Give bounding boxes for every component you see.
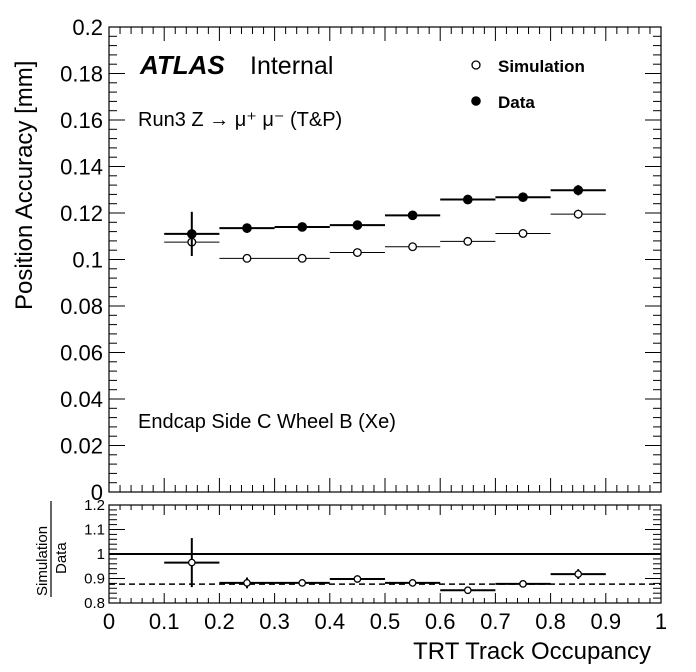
legend-data-label: Data: [498, 93, 535, 112]
ratio-y-tick-label: 1.1: [84, 522, 105, 539]
ratio-point: [187, 558, 196, 567]
simulation-point: [297, 253, 307, 263]
main-y-tick-label: 0.1: [72, 248, 103, 273]
ratio-y-tick-label: 1.2: [84, 497, 105, 514]
legend: Simulation Data: [471, 57, 585, 112]
ratio-y-axis-title: Simulation Data: [34, 501, 70, 597]
ratio-point: [243, 579, 251, 587]
x-tick-label: 0: [103, 609, 115, 634]
data-point: [518, 192, 528, 203]
legend-data-marker: [471, 96, 481, 106]
main-y-tick-label: 0.02: [60, 434, 103, 459]
simulation-point: [573, 209, 583, 219]
process-label: Run3 Z → μ⁺ μ⁻ (T&P): [138, 109, 342, 131]
simulation-point: [408, 242, 418, 252]
simulation-point: [463, 236, 473, 246]
ratio-y-tick-labels: 0.8 0.9 1 1.1 1.2: [84, 497, 105, 612]
x-tick-label: 1: [655, 609, 667, 634]
main-y-tick-labels: 0 0.02 0.04 0.06 0.08 0.1 0.12 0.14 0.16 0.18 0.2: [60, 15, 103, 505]
simulation-point: [242, 253, 252, 263]
series-ratio: [164, 538, 606, 595]
legend-simulation-label: Simulation: [498, 57, 585, 76]
ratio-point: [519, 580, 527, 588]
ratio-point: [574, 570, 583, 578]
atlas-label: ATLAS: [139, 50, 225, 80]
x-tick-label: 0.7: [480, 609, 511, 634]
ratio-point: [408, 579, 417, 587]
x-tick-label: 0.9: [591, 609, 622, 634]
main-y-tick-label: 0.04: [60, 387, 103, 412]
x-tick-label: 0.3: [259, 609, 290, 634]
x-tick-label: 0.5: [370, 609, 401, 634]
simulation-point: [352, 248, 362, 257]
series-data: [164, 185, 606, 257]
ratio-y-tick-label: 0.8: [84, 595, 105, 612]
legend-simulation-marker: [471, 60, 481, 70]
data-point: [462, 194, 473, 205]
x-tick-label: 0.8: [535, 609, 566, 634]
main-y-tick-label: 0.2: [72, 15, 103, 40]
main-y-tick-label: 0.12: [60, 201, 103, 226]
x-axis-title: TRT Track Occupancy: [413, 638, 651, 665]
y-axis-title: Position Accuracy [mm]: [11, 61, 38, 310]
x-tick-label: 0.6: [425, 609, 456, 634]
ratio-point: [463, 586, 472, 595]
data-point: [186, 229, 197, 239]
main-y-tick-label: 0.14: [60, 155, 103, 180]
main-axis-ticks: [108, 26, 662, 493]
x-tick-label: 0.2: [204, 609, 235, 634]
ratio-point: [353, 575, 362, 583]
ratio-y-tick-label: 1: [97, 546, 105, 563]
simulation-point: [518, 229, 528, 238]
data-point: [352, 220, 363, 230]
series-simulation: [164, 209, 606, 263]
ratio-point: [298, 579, 307, 587]
x-tick-label: 0.4: [315, 609, 346, 634]
main-y-tick-label: 0: [91, 480, 103, 505]
data-point: [573, 185, 584, 196]
ratio-ylabel-numerator: Simulation: [34, 526, 51, 596]
main-y-tick-label: 0.06: [60, 341, 103, 366]
internal-label: Internal: [250, 52, 333, 80]
ratio-ylabel-denominator: Data: [53, 542, 70, 574]
x-tick-label: 0.1: [149, 609, 180, 634]
data-point: [407, 210, 418, 221]
ratio-y-tick-label: 0.9: [84, 571, 105, 588]
x-tick-labels: 0 0.1 0.2 0.3 0.4 0.5 0.6 0.7 0.8 0.9 1: [103, 609, 667, 634]
data-point: [242, 223, 252, 233]
region-label: Endcap Side C Wheel B (Xe): [138, 411, 396, 433]
main-y-tick-label: 0.16: [60, 108, 103, 133]
main-y-tick-label: 0.08: [60, 294, 103, 319]
data-point: [297, 222, 308, 232]
main-y-tick-label: 0.18: [60, 62, 103, 87]
